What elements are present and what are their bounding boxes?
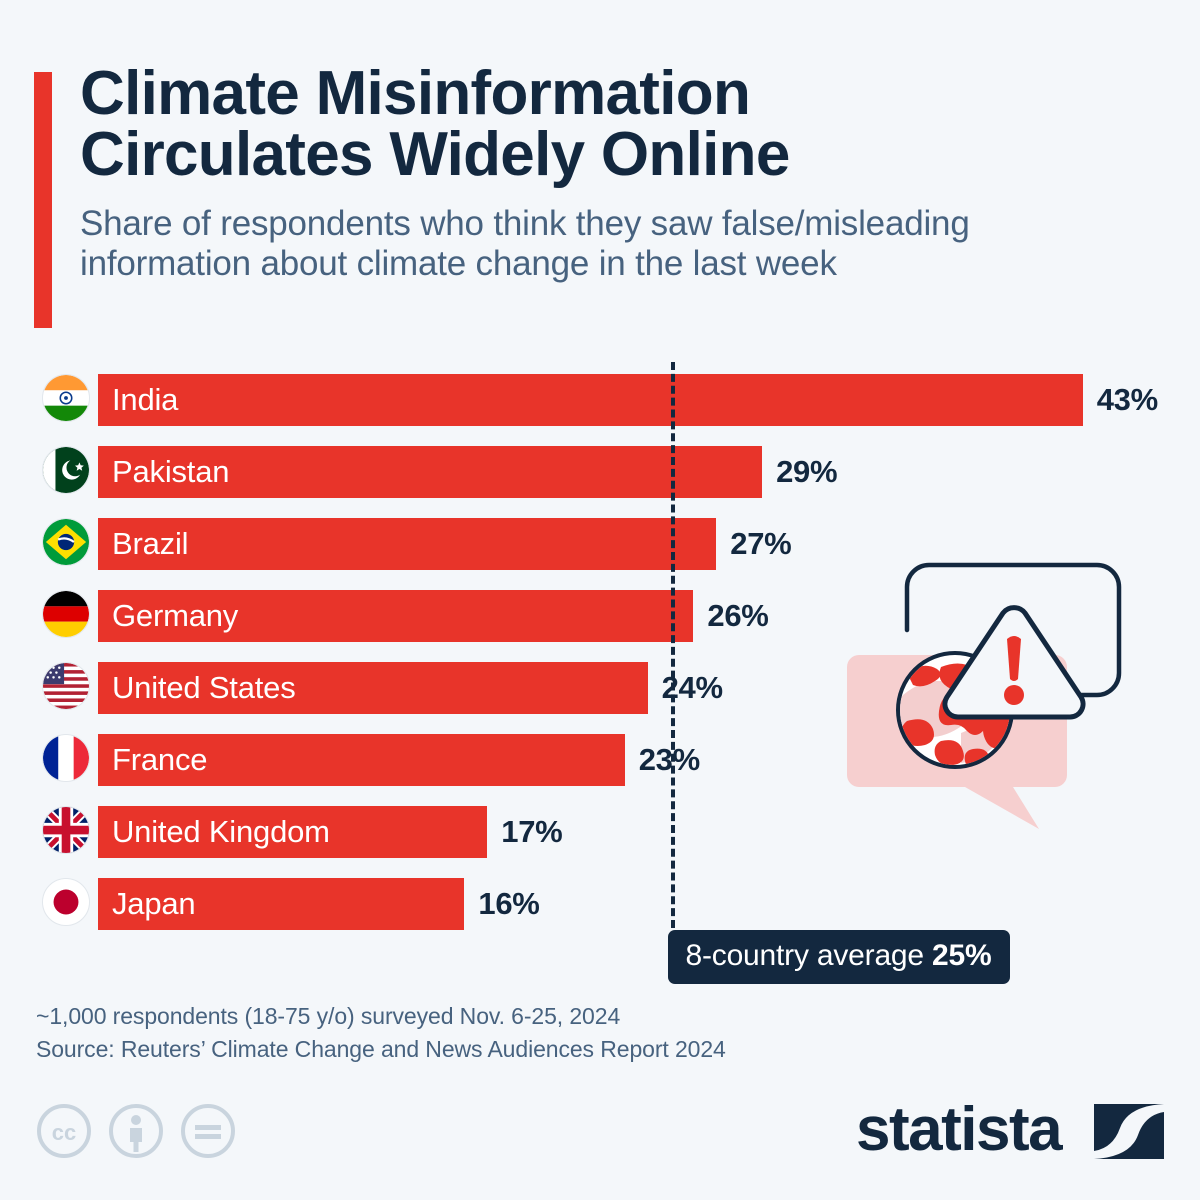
no-derivatives-icon [180, 1103, 236, 1159]
bar: Brazil [98, 518, 717, 570]
bar-category-label: United States [112, 670, 296, 705]
source-note: Source: Reuters’ Climate Change and News… [36, 1035, 726, 1062]
bar: India [98, 374, 1083, 426]
bar-category-label: Japan [112, 886, 196, 921]
bar-category-label: France [112, 742, 208, 777]
bar-row: Brazil 27% [0, 518, 1200, 570]
page-subtitle: Share of respondents who think they saw … [80, 203, 970, 284]
bar-category-label: United Kingdom [112, 814, 330, 849]
statista-logo: statista [856, 1095, 1166, 1164]
header-text-block: Climate Misinformation Circulates Widely… [80, 59, 1164, 285]
bar-value-label: 23% [638, 742, 700, 777]
united-kingdom-flag-icon [42, 806, 90, 854]
page-title: Climate Misinformation Circulates Widely… [80, 59, 790, 189]
bar-chart: India 43% Pakistan 29% Brazil 27% Germany 26… [0, 362, 1200, 984]
bar-row: United Kingdom 17% [0, 806, 1200, 858]
bar-value-label: 17% [501, 814, 563, 849]
bar: Germany [98, 590, 694, 642]
bar-category-label: Pakistan [112, 454, 230, 489]
attribution-icon [108, 1103, 164, 1159]
creative-commons-icon: cc [36, 1103, 92, 1159]
bar-value-label: 27% [730, 526, 792, 561]
survey-note: ~1,000 respondents (18-75 y/o) surveyed … [36, 1003, 621, 1029]
bar-category-label: India [112, 382, 179, 417]
accent-bar [34, 72, 52, 328]
license-icons: cc [36, 1103, 236, 1159]
bar-value-label: 26% [707, 598, 769, 633]
japan-flag-icon [42, 878, 90, 926]
svg-text:cc: cc [52, 1120, 76, 1145]
bar: Japan [98, 878, 465, 930]
bar-row: Germany 26% [0, 590, 1200, 642]
bar-category-label: Germany [112, 598, 239, 633]
bar-row: India 43% [0, 374, 1200, 426]
bar-row: France 23% [0, 734, 1200, 786]
header: Climate Misinformation Circulates Widely… [34, 59, 1164, 328]
footnotes: ~1,000 respondents (18-75 y/o) surveyed … [36, 1000, 936, 1065]
statista-wordmark: statista [856, 1098, 1063, 1164]
bar-row: Japan 16% [0, 878, 1200, 930]
bar-category-label: Brazil [112, 526, 189, 561]
germany-flag-icon [42, 590, 90, 638]
bar-row: Pakistan 29% [0, 446, 1200, 498]
statista-mark [1094, 1104, 1164, 1159]
average-reference-line [670, 362, 675, 928]
bar: United Kingdom [98, 806, 488, 858]
average-badge-prefix: 8-country average [685, 939, 933, 972]
bar-value-label: 16% [478, 886, 540, 921]
united-states-flag-icon [42, 662, 90, 710]
france-flag-icon [42, 734, 90, 782]
average-badge: 8-country average 25% [667, 930, 1010, 984]
bar: Pakistan [98, 446, 763, 498]
average-badge-value: 25% [932, 939, 992, 972]
globe-warning-speech-bubble-illustration [845, 545, 1145, 830]
brazil-flag-icon [42, 518, 90, 566]
bar: United States [98, 662, 648, 714]
pakistan-flag-icon [42, 446, 90, 494]
india-flag-icon [42, 374, 90, 422]
bar-value-label: 43% [1096, 382, 1158, 417]
bar-value-label: 29% [776, 454, 838, 489]
bar-row: United States 24% [0, 662, 1200, 714]
bar: France [98, 734, 625, 786]
